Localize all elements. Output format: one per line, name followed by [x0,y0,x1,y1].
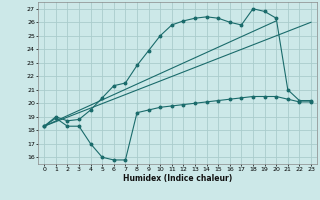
X-axis label: Humidex (Indice chaleur): Humidex (Indice chaleur) [123,174,232,183]
